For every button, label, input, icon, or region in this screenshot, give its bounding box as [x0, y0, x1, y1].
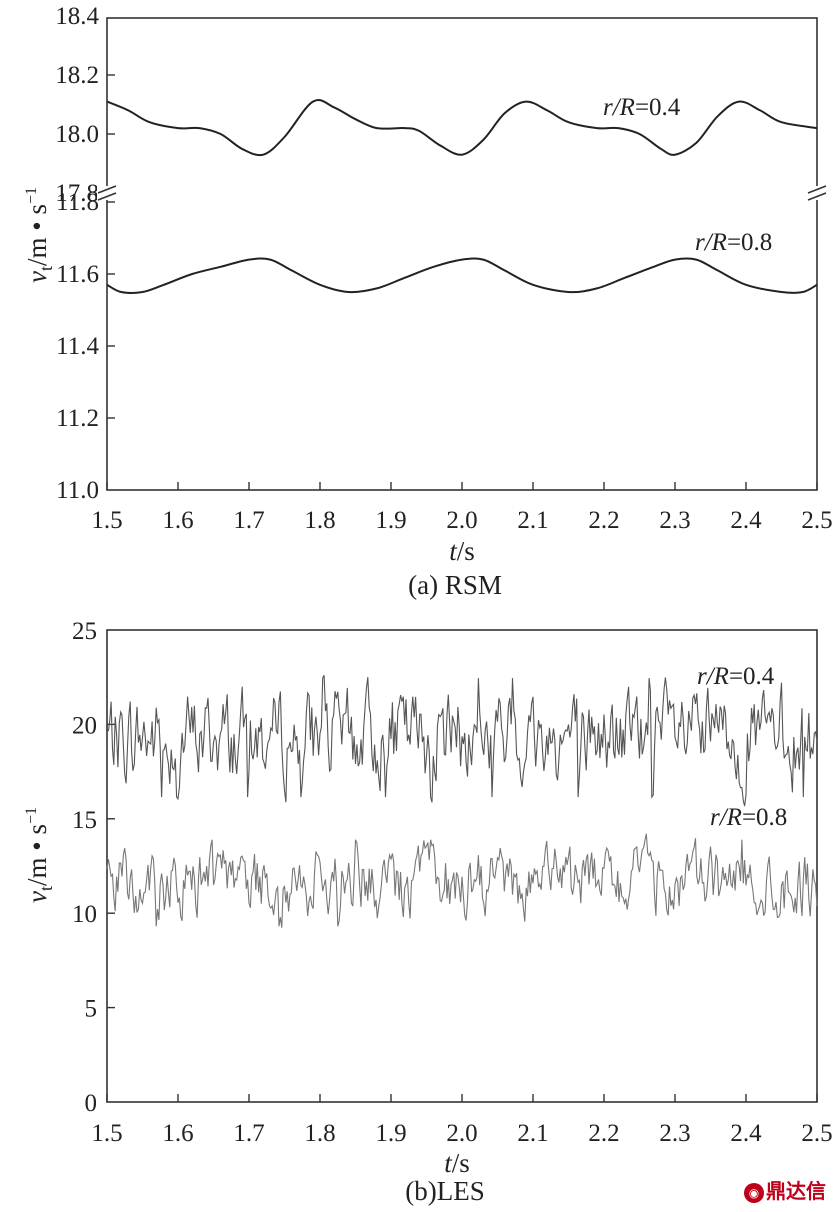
series-line-r-r-0-4 — [106, 98, 818, 157]
y-tick-label: 18.4 — [55, 3, 99, 30]
panel-b-series — [106, 675, 818, 928]
panel-b-y-axis-title: vt/m • s−1 — [22, 807, 56, 903]
panel-a-series-labels: r/R=0.4 r/R=0.8 — [603, 94, 772, 256]
x-tick-label: 1.6 — [162, 1120, 193, 1147]
panel-a-y-axis-title: vt/m • s−1 — [22, 187, 56, 283]
x-tick-label: 1.8 — [304, 507, 335, 534]
x-tick-label: 2.2 — [588, 507, 619, 534]
panel-a-x-axis-title: t/s — [449, 536, 475, 566]
y-tick-label: 18.0 — [55, 121, 99, 148]
y-tick-label: 11.2 — [56, 405, 99, 432]
panel-b-les-chart: 1.5 1.6 1.7 1.8 1.9 2.0 2.1 2.2 2.3 2.4 2.5 0 5 10 15… — [22, 618, 833, 1206]
y-tick-label: 18.2 — [55, 62, 99, 89]
y-tick-label: 11.8 — [56, 189, 99, 216]
panel-b-x-axis: 1.5 1.6 1.7 1.8 1.9 2.0 2.1 2.2 2.3 2.4 2.5 — [91, 1094, 833, 1147]
watermark-logo: ◉ 鼎达信 — [744, 1175, 826, 1204]
logo-icon: ◉ — [744, 1182, 764, 1203]
y-tick-label: 15 — [72, 807, 97, 834]
series-label: r/R=0.4 — [603, 94, 681, 121]
break-slash — [807, 185, 827, 201]
x-tick-label: 2.0 — [446, 1120, 477, 1147]
series-label: r/R=0.8 — [710, 804, 787, 831]
series-line-r-r-0-8 — [106, 833, 818, 928]
series-label: r/R=0.4 — [697, 663, 775, 690]
x-tick-label: 1.7 — [233, 1120, 264, 1147]
series-line-r-r-0-8 — [106, 257, 818, 294]
series-label: r/R=0.8 — [695, 229, 772, 256]
x-tick-label: 1.8 — [304, 1120, 335, 1147]
x-tick-label: 1.5 — [91, 507, 122, 534]
svg-text:vt/m • s−1: vt/m • s−1 — [22, 187, 56, 283]
panel-a-series — [106, 98, 818, 294]
panel-b-series-labels: r/R=0.4 r/R=0.8 — [697, 663, 787, 831]
y-tick-label: 5 — [85, 996, 98, 1023]
x-tick-label: 1.9 — [375, 1120, 406, 1147]
svg-text:vt/m • s−1: vt/m • s−1 — [22, 807, 56, 903]
y-tick-label: 25 — [72, 618, 97, 645]
x-tick-label: 1.5 — [91, 1120, 122, 1147]
panel-a-rsm-chart: 1.5 1.6 1.7 1.8 1.9 2.0 2.1 2.2 2.3 2.4 2.5 17.8 18… — [22, 3, 833, 600]
y-tick-label: 20 — [72, 712, 97, 739]
x-tick-label: 2.3 — [659, 507, 690, 534]
panel-b-x-axis-title: t/s — [444, 1148, 470, 1178]
x-tick-label: 2.5 — [801, 507, 832, 534]
y-tick-label: 11.4 — [56, 333, 99, 360]
panel-a-y-axis: 17.8 18.0 18.2 18.4 11.0 11.2 11.4 11.6 11.8 — [55, 3, 115, 504]
y-tick-label: 11.6 — [56, 261, 99, 288]
x-tick-label: 2.4 — [730, 1120, 762, 1147]
axis-break-mark — [97, 185, 827, 201]
x-tick-label: 1.9 — [375, 507, 406, 534]
y-tick-label: 0 — [85, 1090, 98, 1117]
break-slash — [97, 185, 117, 201]
y-tick-label: 10 — [72, 901, 97, 928]
y-tick-label: 11.0 — [56, 477, 99, 504]
x-tick-label: 2.1 — [517, 507, 548, 534]
x-tick-label: 2.5 — [801, 1120, 832, 1147]
x-tick-label: 2.4 — [730, 507, 762, 534]
x-tick-label: 1.7 — [233, 507, 264, 534]
panel-b-frame — [106, 629, 818, 1103]
panel-b-caption: (b)LES — [405, 1176, 484, 1206]
x-tick-label: 2.1 — [517, 1120, 548, 1147]
x-tick-label: 2.2 — [588, 1120, 619, 1147]
y-tick-label: 17.8 — [55, 180, 99, 207]
panel-b-y-axis: 0 5 10 15 20 25 — [72, 618, 115, 1117]
watermark-text: 鼎达信 — [766, 1179, 826, 1203]
x-tick-label: 2.3 — [659, 1120, 690, 1147]
x-tick-label: 1.6 — [162, 507, 193, 534]
x-tick-label: 2.0 — [446, 507, 477, 534]
series-line-r-r-0-4 — [106, 675, 818, 807]
panel-a-x-axis: 1.5 1.6 1.7 1.8 1.9 2.0 2.1 2.2 2.3 2.4 2.5 — [91, 482, 833, 534]
panel-a-caption: (a) RSM — [408, 570, 502, 600]
